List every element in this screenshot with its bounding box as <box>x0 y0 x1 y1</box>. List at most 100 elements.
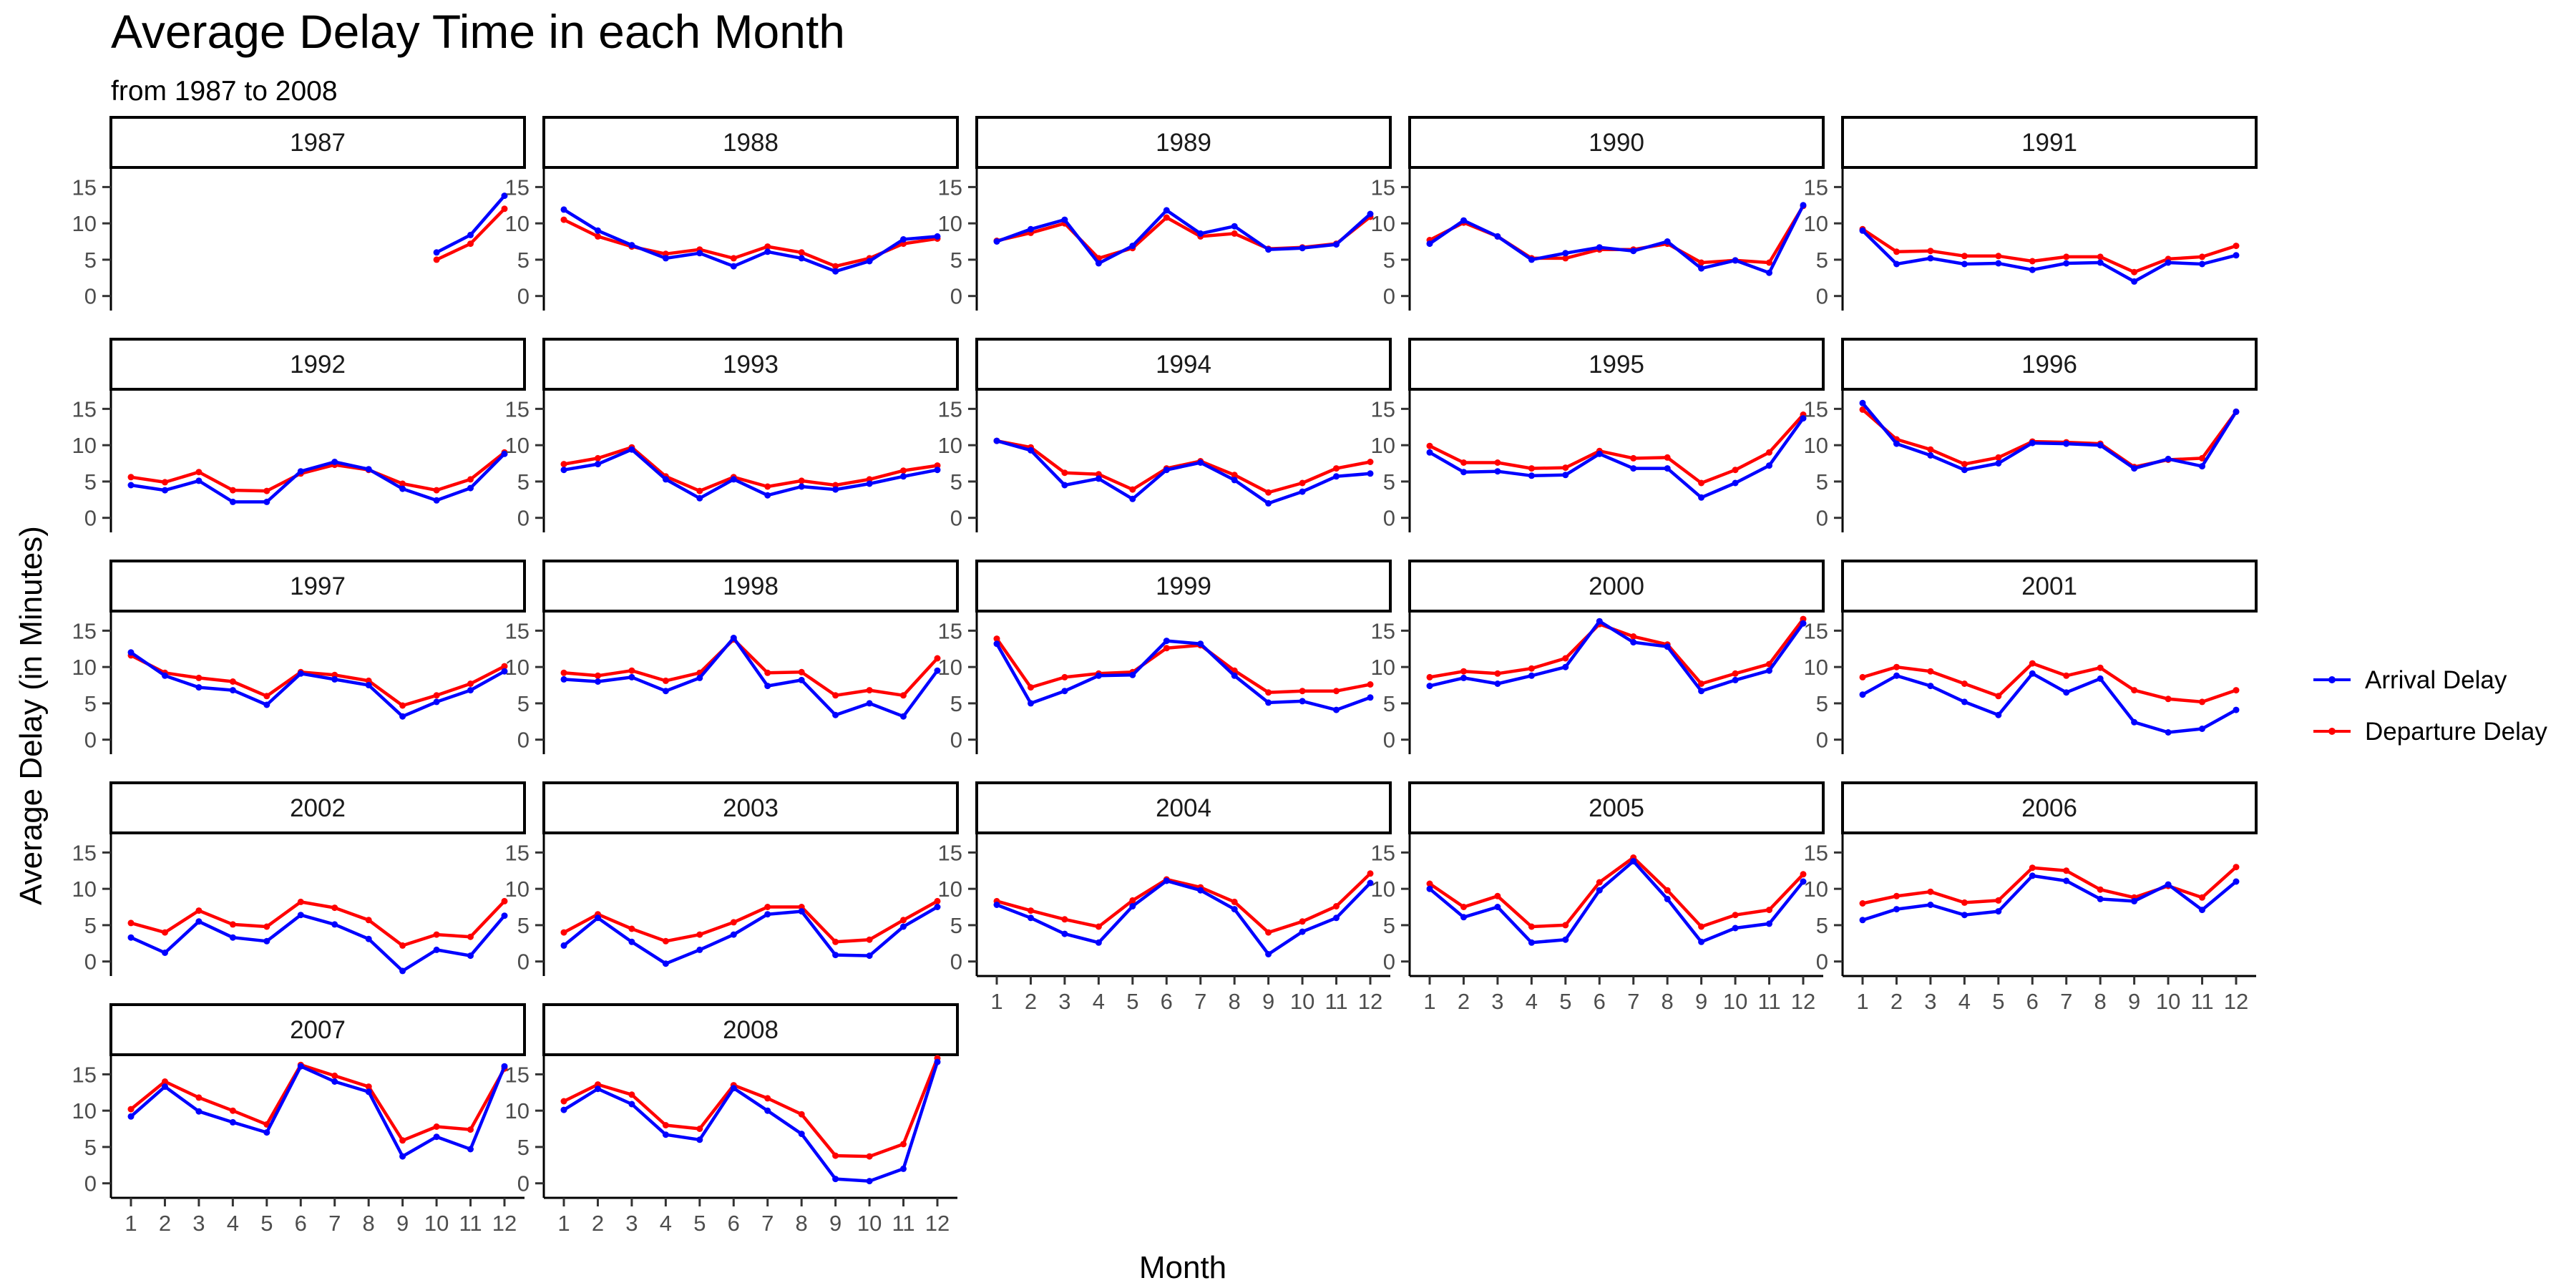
series-point-departure-delay <box>832 938 839 945</box>
series-point-departure-delay <box>1299 918 1306 925</box>
x-tick-label: 4 <box>660 1211 672 1236</box>
series-point-arrival-delay <box>365 466 372 473</box>
series-point-departure-delay <box>1698 259 1705 266</box>
facet-strip-label: 2003 <box>723 794 779 822</box>
facet-strip <box>1841 116 2258 169</box>
series-point-departure-delay <box>399 1137 406 1144</box>
series-point-arrival-delay <box>399 967 406 975</box>
series-point-departure-delay <box>1028 684 1034 691</box>
series-line-arrival-delay <box>996 208 1372 265</box>
facet-strip-label: 1988 <box>723 129 779 157</box>
series-point-departure-delay <box>365 917 372 924</box>
y-tick-label: 0 <box>84 950 97 975</box>
y-tick-label: 10 <box>72 877 97 902</box>
series-point-arrival-delay <box>1426 240 1433 248</box>
series-point-arrival-delay <box>900 713 907 720</box>
series-point-departure-delay <box>866 936 873 943</box>
series-point-arrival-delay <box>1231 223 1238 230</box>
y-tick-label: 10 <box>938 877 962 902</box>
series-point-arrival-delay <box>1596 618 1603 625</box>
series-point-arrival-delay <box>127 649 135 656</box>
facet-strip-label: 1992 <box>290 351 346 379</box>
chart-subtitle: from 1987 to 2008 <box>111 76 338 107</box>
x-tick-label: 9 <box>829 1211 841 1236</box>
facet-strip <box>975 116 1392 169</box>
facet-strip <box>109 781 526 834</box>
series-point-departure-delay <box>1028 907 1034 914</box>
y-tick-label: 10 <box>1804 433 1828 458</box>
y-tick-label: 10 <box>505 1098 530 1123</box>
series-point-departure-delay <box>595 233 601 240</box>
series-point-arrival-delay <box>628 446 635 453</box>
series-point-departure-delay <box>696 487 703 494</box>
series-point-arrival-delay <box>934 467 941 474</box>
x-tick-label: 12 <box>1358 989 1382 1014</box>
series-point-arrival-delay <box>2131 718 2138 726</box>
legend-label-arrival: Arrival Delay <box>2365 666 2507 694</box>
y-tick-label: 0 <box>950 950 962 975</box>
series-point-departure-delay <box>127 1106 135 1113</box>
x-tick-label: 11 <box>1757 989 1780 1014</box>
series-point-arrival-delay <box>2029 670 2036 677</box>
series-point-arrival-delay <box>1163 207 1170 214</box>
series-point-departure-delay <box>1732 670 1739 677</box>
facet-strip-label: 1997 <box>290 572 346 600</box>
series-point-departure-delay <box>2131 687 2138 694</box>
x-tick-label: 10 <box>424 1211 449 1236</box>
x-tick-label: 7 <box>1627 989 1639 1014</box>
series-point-departure-delay <box>229 1107 236 1114</box>
series-point-departure-delay <box>2165 696 2172 703</box>
series-point-arrival-delay <box>331 459 338 465</box>
series-point-departure-delay <box>1893 663 1900 670</box>
series-point-arrival-delay <box>730 1085 737 1092</box>
series-point-arrival-delay <box>993 902 1000 908</box>
series-point-arrival-delay <box>229 1118 236 1126</box>
series-point-arrival-delay <box>730 931 737 938</box>
y-tick-label: 15 <box>505 618 530 643</box>
series-point-departure-delay <box>2199 454 2205 462</box>
series-line-arrival-delay <box>130 913 506 973</box>
series-line-arrival-delay <box>563 636 939 718</box>
x-tick-label: 3 <box>625 1211 638 1236</box>
series-point-arrival-delay <box>1494 904 1501 910</box>
x-tick-label: 8 <box>363 1211 375 1236</box>
y-tick-label: 5 <box>950 913 962 938</box>
series-point-arrival-delay <box>1028 447 1034 454</box>
series-point-arrival-delay <box>433 946 440 953</box>
series-point-arrival-delay <box>1367 694 1374 701</box>
series-point-arrival-delay <box>1528 256 1535 263</box>
series-point-arrival-delay <box>1333 473 1340 480</box>
series-point-departure-delay <box>1630 633 1637 640</box>
series-point-arrival-delay <box>1630 639 1637 646</box>
series-point-arrival-delay <box>1927 683 1934 690</box>
series-point-departure-delay <box>730 255 737 262</box>
series-point-arrival-delay <box>1893 906 1900 913</box>
series-line-departure-delay <box>995 638 1371 694</box>
series-point-arrival-delay <box>1961 912 1968 919</box>
y-tick-label: 5 <box>1383 248 1395 273</box>
y-tick-label: 0 <box>84 284 97 309</box>
y-tick-label: 15 <box>1371 618 1395 643</box>
series-point-departure-delay <box>560 461 567 468</box>
facet-strip <box>542 781 959 834</box>
series-point-arrival-delay <box>595 227 601 234</box>
facet-panel-1990: 1990 0 5 10 15 <box>1371 116 1825 311</box>
series-point-departure-delay <box>832 692 839 699</box>
series-point-arrival-delay <box>1231 672 1238 679</box>
series-point-arrival-delay <box>1562 663 1569 670</box>
series-point-arrival-delay <box>1265 246 1272 253</box>
series-point-arrival-delay <box>2097 895 2104 902</box>
y-tick-label: 5 <box>950 248 962 273</box>
series-point-departure-delay <box>1766 907 1772 914</box>
series-point-departure-delay <box>433 692 440 699</box>
y-tick-label: 0 <box>517 728 530 753</box>
series-point-arrival-delay <box>900 236 907 243</box>
series-point-departure-delay <box>1961 899 1968 906</box>
x-tick-label: 6 <box>1161 989 1173 1014</box>
series-point-departure-delay <box>934 655 941 662</box>
y-tick-label: 0 <box>84 1171 97 1196</box>
series-point-departure-delay <box>433 487 440 494</box>
series-point-departure-delay <box>1893 892 1900 899</box>
x-tick-label: 5 <box>1559 989 1571 1014</box>
series-point-departure-delay <box>595 672 601 679</box>
